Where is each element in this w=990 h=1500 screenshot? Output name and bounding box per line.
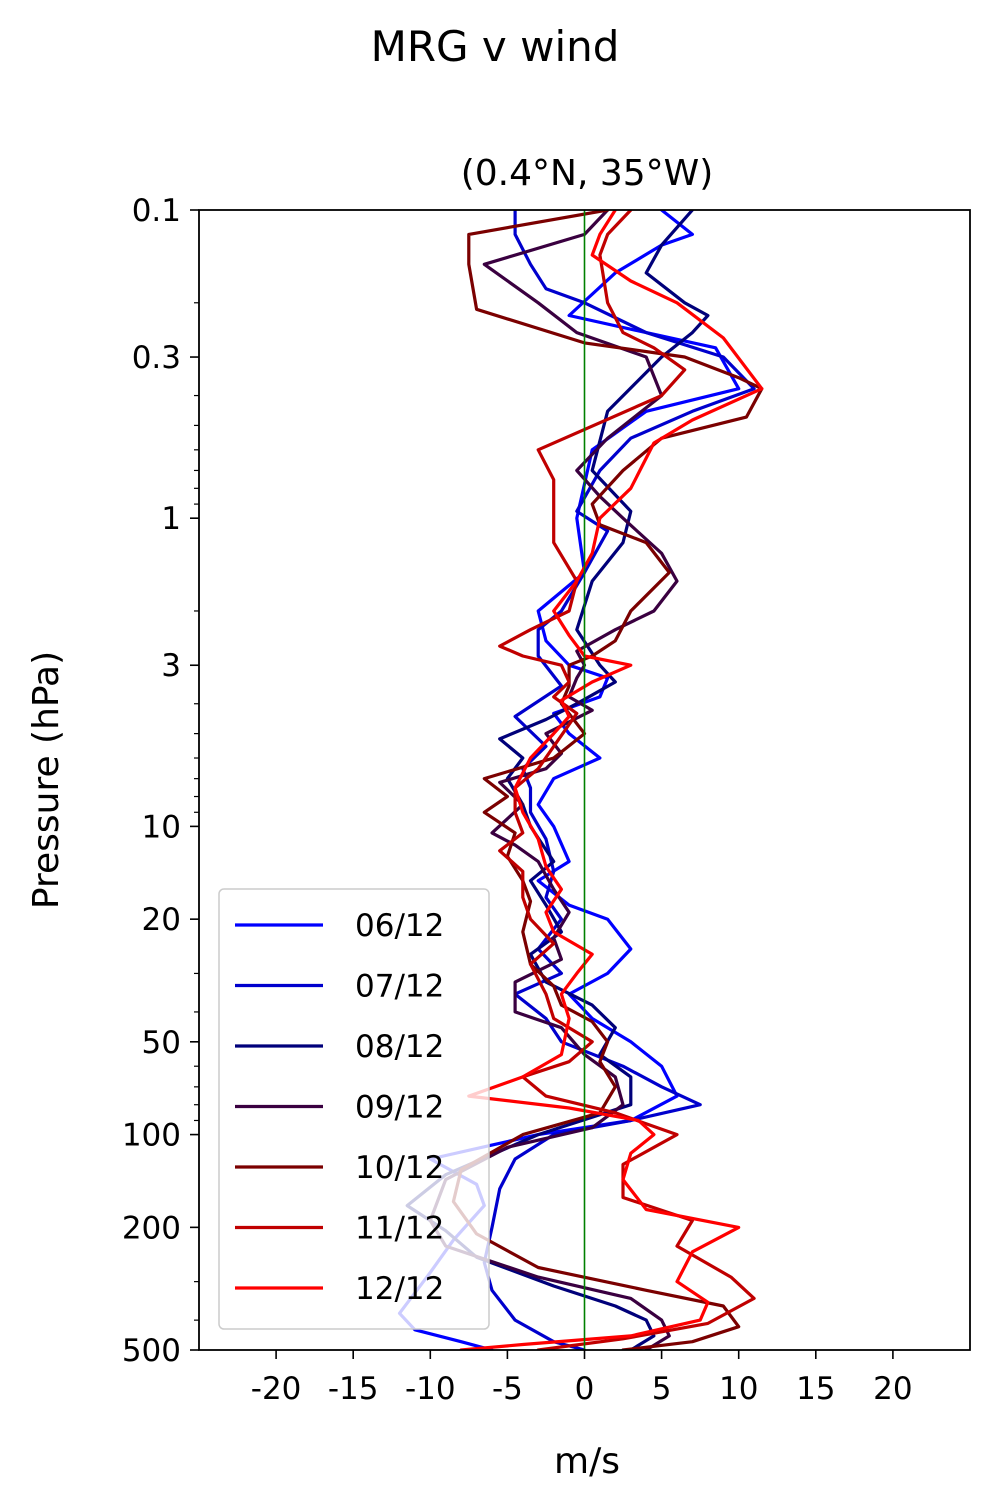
x-tick-label: -15 bbox=[328, 1371, 379, 1407]
y-tick-label: 20 bbox=[142, 902, 181, 938]
series-line-09-12 bbox=[428, 210, 679, 1350]
series-line-11-12 bbox=[498, 210, 756, 1350]
x-tick-label: 15 bbox=[796, 1371, 835, 1407]
x-tick-label: -10 bbox=[405, 1371, 456, 1407]
y-axis: 0.1 0.3 1 3 10 20 50 100 200 500 bbox=[122, 193, 199, 1369]
x-tick-label: 5 bbox=[652, 1371, 672, 1407]
legend-label: 10/12 bbox=[355, 1150, 444, 1186]
legend: 06/12 07/12 08/12 09/12 10/12 11/12 12/12 bbox=[218, 888, 490, 1330]
figure-suptitle: MRG v wind bbox=[370, 22, 620, 71]
y-tick-label: 500 bbox=[122, 1333, 181, 1369]
chart-title: (0.4°N, 35°W) bbox=[461, 153, 714, 194]
legend-label: 06/12 bbox=[355, 908, 444, 944]
y-tick-label: 10 bbox=[142, 809, 181, 845]
legend-label: 12/12 bbox=[355, 1271, 444, 1307]
series-line-12-12 bbox=[459, 210, 764, 1350]
plot-frame bbox=[198, 209, 971, 1351]
y-tick-label: 3 bbox=[161, 648, 181, 684]
x-tick-label: 10 bbox=[719, 1371, 758, 1407]
y-tick-label: 50 bbox=[142, 1025, 181, 1061]
y-tick-label: 0.1 bbox=[132, 193, 181, 229]
series-line-10-12 bbox=[451, 210, 764, 1350]
x-tick-label: 20 bbox=[873, 1371, 912, 1407]
legend-label: 07/12 bbox=[355, 969, 444, 1005]
y-axis-label: Pressure (hPa) bbox=[26, 651, 67, 909]
x-tick-label: -20 bbox=[251, 1371, 302, 1407]
legend-label: 09/12 bbox=[355, 1090, 444, 1126]
series-line-07-12 bbox=[482, 210, 756, 1350]
y-tick-label: 100 bbox=[122, 1118, 181, 1154]
legend-label: 11/12 bbox=[355, 1211, 444, 1247]
y-tick-label: 200 bbox=[122, 1210, 181, 1246]
x-tick-label: -5 bbox=[492, 1371, 523, 1407]
legend-label: 08/12 bbox=[355, 1029, 444, 1065]
x-tick-label: 0 bbox=[575, 1371, 595, 1407]
x-axis-label: m/s bbox=[554, 1441, 620, 1482]
x-axis: -20 -15 -10 -5 0 5 10 15 20 bbox=[251, 1350, 913, 1407]
y-tick-label: 0.3 bbox=[132, 340, 181, 376]
y-tick-label: 1 bbox=[161, 501, 181, 537]
legend-box bbox=[218, 888, 490, 1330]
